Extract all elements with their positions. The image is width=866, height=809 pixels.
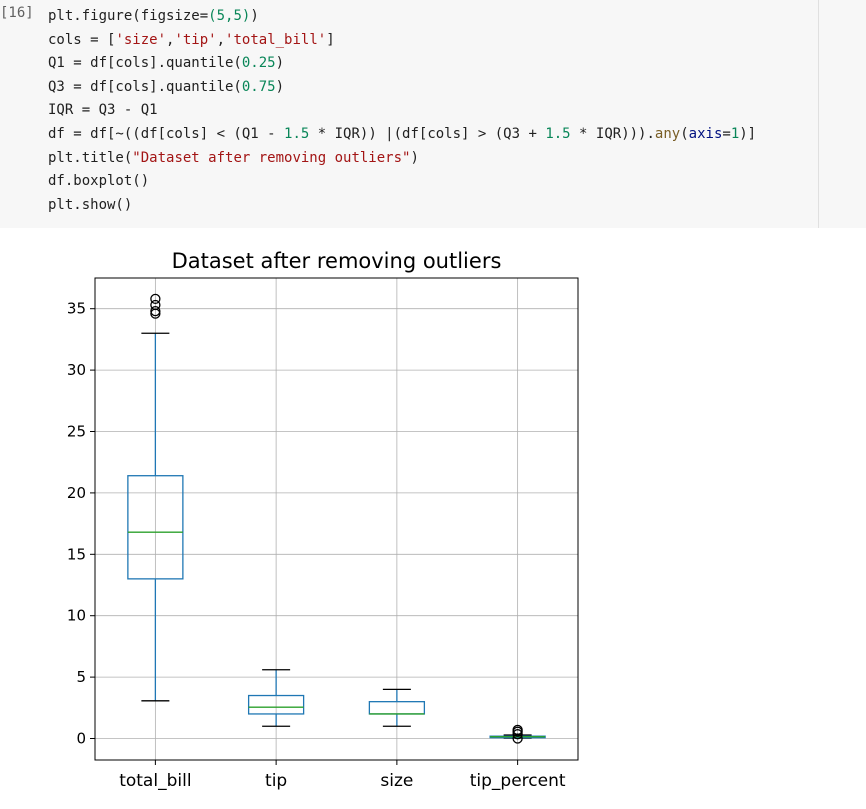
code-token: Q3 = df[cols].quantile( — [48, 78, 242, 95]
code-token: (5,5) — [208, 8, 251, 24]
y-axis: 0 5 10 15 20 25 30 35 — [67, 300, 95, 748]
y-tick-label: 35 — [67, 300, 86, 318]
code-editor[interactable]: plt.figure(figsize=(5,5)) cols = ['size'… — [48, 5, 756, 217]
x-tick-label: tip — [265, 771, 287, 791]
code-token: , — [216, 31, 226, 48]
outlier-point — [150, 293, 161, 305]
grid-lines — [95, 278, 578, 760]
code-token: axis — [688, 125, 723, 142]
code-token: ] — [326, 31, 335, 48]
x-tick-label: tip_percent — [470, 771, 566, 791]
code-line: Q3 = df[cols].quantile(0.75) — [48, 79, 284, 95]
code-token: 'tip' — [174, 31, 217, 48]
code-token: )] — [739, 125, 757, 142]
x-tick-label: size — [380, 771, 413, 791]
code-token: 0.25 — [241, 55, 276, 72]
code-token: = — [722, 125, 731, 142]
code-token: 'size' — [115, 31, 167, 48]
execution-count: [16] — [0, 5, 34, 21]
code-token: ) — [275, 78, 285, 95]
y-tick-label: 20 — [67, 484, 86, 502]
code-token: * IQR))). — [570, 125, 655, 142]
box-tip — [247, 669, 305, 727]
code-line: df = df[~((df[cols] < (Q1 - 1.5 * IQR)) … — [48, 126, 756, 142]
chart-title: Dataset after removing outliers — [172, 249, 502, 273]
code-token: cols = [ — [48, 31, 116, 48]
code-token: any — [654, 125, 681, 142]
code-line: df.boxplot() — [48, 173, 149, 189]
code-line: plt.figure(figsize=(5,5)) — [48, 8, 259, 24]
outlier-point — [150, 306, 161, 317]
code-token: 0.75 — [241, 78, 276, 95]
box-series — [127, 293, 546, 744]
y-tick-label: 5 — [76, 668, 86, 686]
boxplot-chart: 0 5 10 15 20 25 30 35 total_bill tip size tip_perc… — [67, 249, 579, 791]
code-token: ( — [680, 125, 689, 142]
outlier-point — [150, 299, 161, 311]
code-token: 1.5 — [284, 125, 310, 142]
code-token: ) — [275, 55, 285, 72]
code-token: 1.5 — [545, 125, 571, 142]
code-token: IQR = Q3 - Q1 — [48, 102, 158, 119]
y-tick-label: 15 — [67, 545, 86, 563]
y-tick-label: 10 — [67, 607, 86, 625]
axes-frame — [94, 277, 579, 761]
iqr-box — [127, 475, 184, 580]
box-total_bill — [127, 293, 184, 702]
code-token: plt.title( — [48, 149, 133, 166]
code-token: "Dataset after removing outliers" — [132, 149, 411, 166]
code-line: plt.title("Dataset after removing outlie… — [48, 150, 419, 166]
code-token: ) — [410, 149, 419, 166]
x-axis: total_bill tip size tip_percent — [119, 760, 566, 791]
cell-divider — [818, 0, 819, 228]
code-token: * IQR)) |(df[cols] > (Q3 + — [309, 125, 546, 142]
outlier-point — [512, 724, 523, 736]
code-token: Q1 = df[cols].quantile( — [48, 55, 242, 72]
code-line: Q1 = df[cols].quantile(0.25) — [48, 55, 284, 71]
box-size — [368, 688, 426, 727]
iqr-box — [247, 694, 305, 715]
box-tip_percent — [489, 724, 546, 744]
code-line: IQR = Q3 - Q1 — [48, 102, 158, 118]
code-token: df = df[~((df[cols] < (Q1 - — [48, 125, 285, 142]
code-line: plt.show() — [48, 197, 132, 213]
code-token: df.boxplot() — [48, 173, 150, 190]
x-tick-label: total_bill — [119, 771, 191, 791]
cell-output: 0 5 10 15 20 25 30 35 total_bill tip size tip_perc… — [0, 228, 866, 805]
y-tick-label: 25 — [67, 423, 86, 441]
code-token: 'total_bill' — [225, 31, 327, 48]
code-line: cols = ['size','tip','total_bill'] — [48, 32, 335, 48]
code-token: plt.show() — [48, 196, 133, 213]
code-token: plt.figure(figsize= — [48, 8, 209, 24]
code-token: , — [166, 31, 175, 48]
y-tick-label: 0 — [76, 730, 86, 748]
code-token: ) — [250, 8, 259, 24]
y-tick-label: 30 — [67, 361, 86, 379]
code-cell[interactable]: [16] plt.figure(figsize=(5,5)) cols = ['… — [0, 0, 866, 228]
code-token: 1 — [730, 125, 740, 142]
